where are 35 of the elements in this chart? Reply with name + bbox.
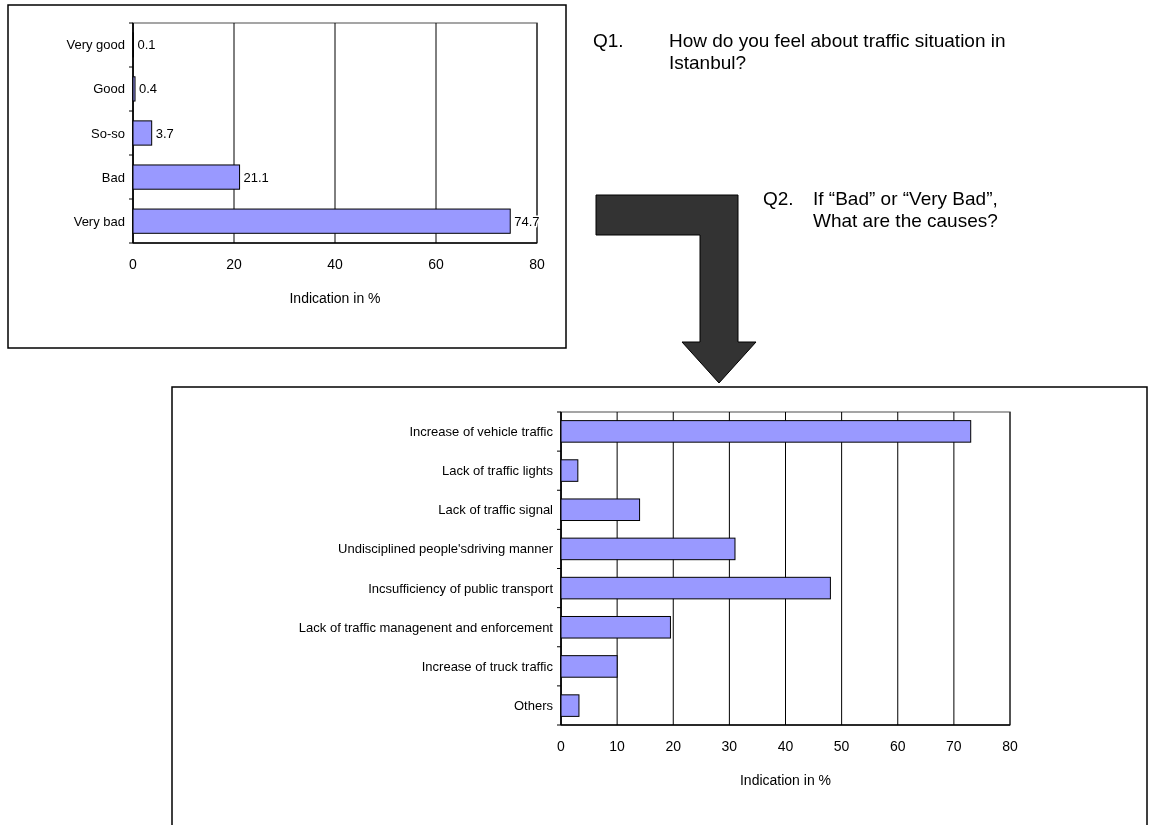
y-tick-label: Lack of traffic managenent and enforcement	[298, 619, 554, 635]
y-tick-label: Undisciplined people'sdriving manner	[338, 541, 554, 557]
y-tick-label: Lack of traffic signal	[438, 502, 554, 518]
data-label: 0.4	[139, 81, 158, 97]
data-label: 3.7	[155, 125, 174, 141]
y-tick-label: Very bad	[73, 213, 125, 229]
y-tick-label: Lack of traffic lights	[441, 463, 554, 479]
x-tick-label: 80	[529, 256, 545, 272]
y-tick-label: Others	[513, 698, 554, 714]
x-tick-label: 10	[609, 738, 626, 754]
x-tick-label: 0	[129, 256, 138, 272]
x-tick-label: 20	[226, 256, 242, 272]
x-tick-label: 40	[327, 256, 343, 272]
y-tick-label: Bad	[101, 169, 125, 185]
x-tick-label: 20	[665, 738, 682, 754]
y-tick-label: Increase of truck traffic	[421, 658, 554, 674]
x-axis-title: Indication in %	[289, 290, 381, 306]
x-tick-label: 60	[428, 256, 444, 272]
y-tick-label: Incsufficiency of public transport	[368, 580, 554, 596]
y-tick-label: So-so	[91, 125, 125, 141]
chart-title: Q1. How do you feel about traffic situation in Istanbul?	[593, 30, 1006, 73]
x-tick-label: 40	[777, 738, 794, 754]
x-tick-label: 80	[1002, 738, 1018, 754]
data-label: 21.1	[243, 169, 269, 185]
x-tick-label: 50	[833, 738, 850, 754]
x-tick-label: 60	[889, 738, 906, 754]
x-tick-label: 30	[721, 738, 738, 754]
y-tick-label: Very good	[66, 37, 125, 53]
y-tick-label: Increase of vehicle traffic	[409, 423, 554, 439]
x-tick-label: 0	[557, 738, 566, 754]
data-label: 0.1	[137, 37, 156, 53]
x-axis-title: Indication in %	[739, 772, 832, 788]
chart-title: Q2. If “Bad” or “Very Bad”, What are the causes?	[763, 188, 998, 231]
y-tick-label: Good	[93, 81, 125, 97]
x-tick-label: 70	[946, 738, 962, 754]
